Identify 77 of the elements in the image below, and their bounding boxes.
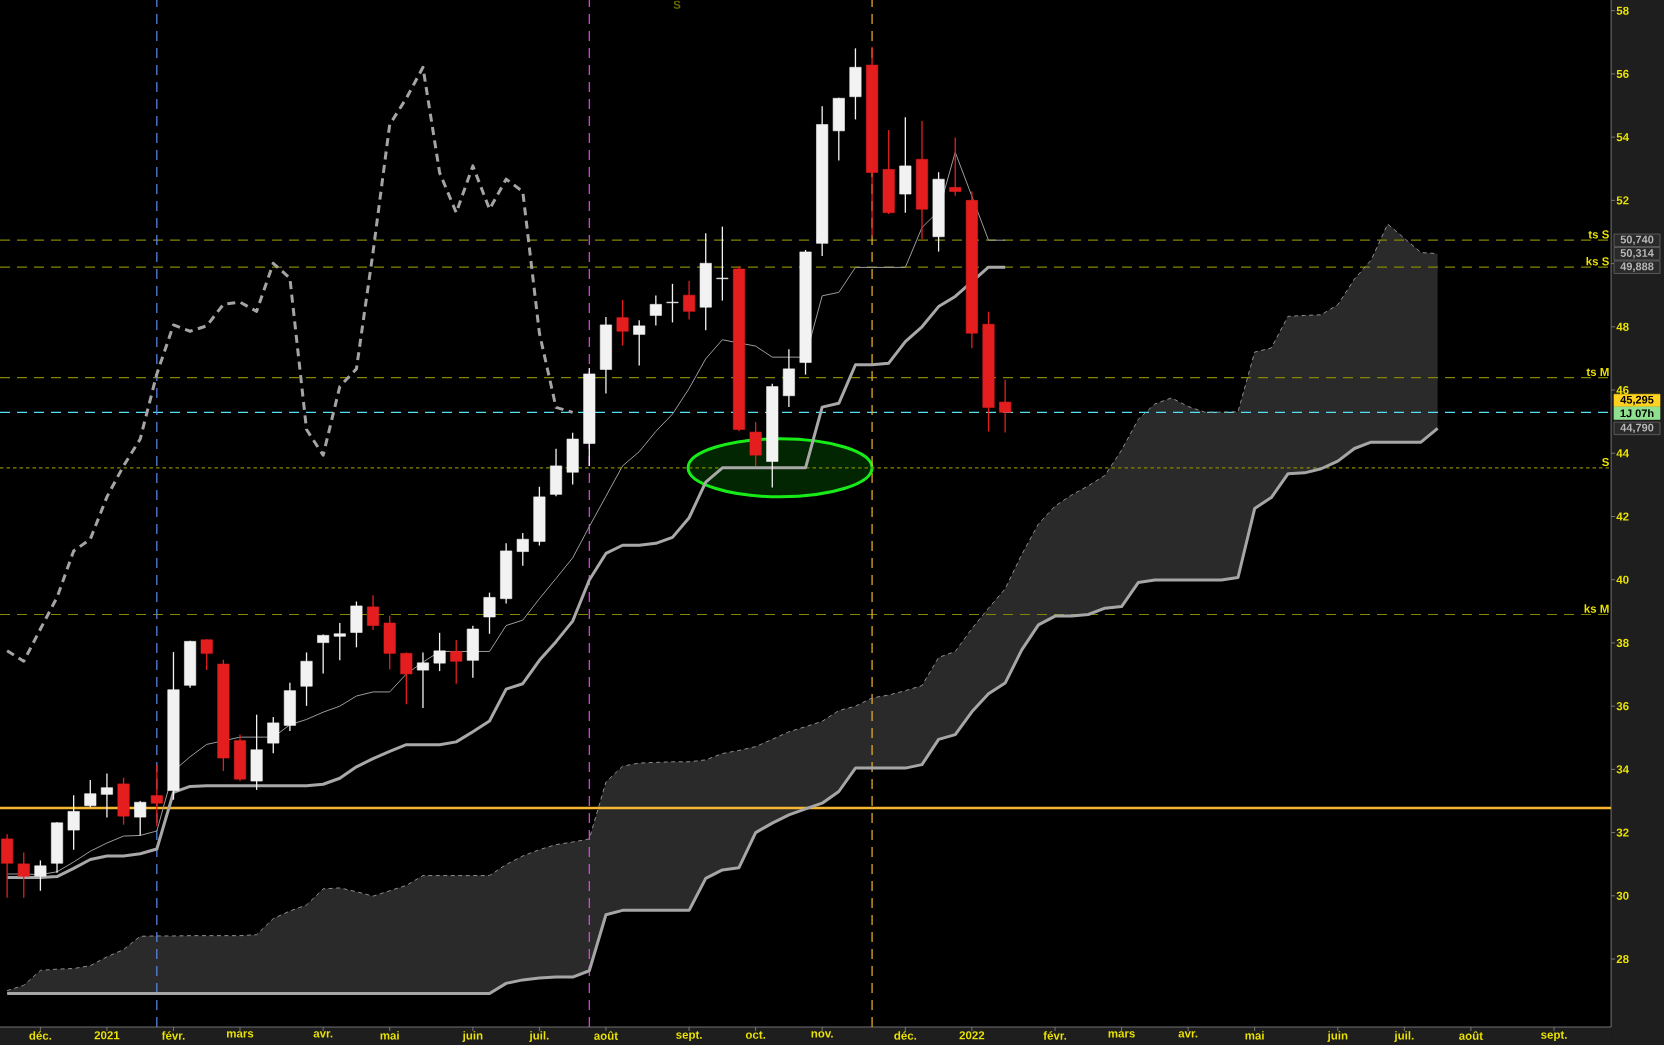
candlestick [17,851,30,899]
candlestick [616,299,629,347]
x-tick-label: déc. [894,1031,917,1040]
x-tick-label: oct. [745,1031,766,1039]
x-tick-label: févr. [1043,1031,1067,1040]
x-tick-label: juin [462,1031,483,1042]
ref-line-label: S [1602,457,1609,467]
candlestick [949,136,962,197]
y-tick-label: 34 [1616,765,1629,774]
candlestick [400,651,413,705]
x-tick-label: mai [1245,1031,1264,1040]
x-tick-label: avr. [313,1031,333,1038]
text: 50,740 [1620,235,1654,245]
ref-line-label: ks S [1586,256,1609,266]
y-tick-label: 28 [1616,954,1629,964]
x-tick-label: déc. [29,1031,52,1040]
y-tick-label: 30 [1616,891,1629,900]
y-tick-label: 38 [1616,638,1629,647]
candlestick [516,532,529,567]
ref-line-label: ts M [1586,367,1609,377]
x-tick-label: sept. [676,1031,702,1042]
candlestick [267,716,280,754]
y-tick-label: 36 [1616,702,1629,711]
y-tick-label: 58 [1616,6,1629,15]
x-tick-label: 2022 [959,1031,985,1040]
text: 50,314 [1620,249,1654,259]
candlestick [200,638,213,671]
candlestick [367,594,380,631]
x-tick-label: 2021 [94,1031,120,1040]
y-tick-label: 32 [1616,828,1629,837]
candlestick [333,622,346,661]
candlestick [633,319,646,367]
text: 49,888 [1620,262,1654,272]
x-tick-label: févr. [161,1031,185,1040]
candlestick [683,280,696,321]
y-tick-label: 52 [1616,196,1629,205]
x-tick-label: mai [380,1031,399,1040]
candlestick [34,859,47,892]
line-series [5,65,575,663]
candlestick [134,800,147,837]
chart-title: S [673,0,681,9]
x-tick-label: août [594,1031,618,1040]
x-tick-label: juil. [529,1031,549,1042]
text: 1J 07h [1620,409,1654,418]
x-tick-label: nov. [811,1031,833,1038]
x-tick-label: avr. [1178,1031,1198,1038]
candlestick [666,283,679,324]
y-tick-label: 42 [1616,512,1629,521]
x-tick-label: mars [227,1031,254,1038]
y-tick-label: 56 [1616,69,1629,78]
candlestick [67,794,80,851]
ref-line-label: ks M [1584,604,1609,613]
candlestick [749,421,762,467]
x-tick-label: juil. [1394,1031,1414,1042]
y-tick-label: 46 [1616,385,1629,395]
candlestick [433,632,446,672]
candlestick [84,779,97,808]
y-tick-label: 44 [1616,449,1629,458]
candlestick [483,592,496,635]
x-tick-label: juin [1327,1031,1348,1042]
y-tick-label: 48 [1616,322,1629,331]
y-tick-label: 54 [1616,133,1629,142]
candlestick [150,763,163,827]
candlestick [317,633,330,675]
candlestick [416,651,429,709]
x-tick-label: août [1459,1031,1483,1040]
y-tick-label: 40 [1616,575,1629,584]
candlestick [450,639,463,685]
candlestick [999,379,1012,434]
candlestick [649,294,662,327]
x-tick-label: mars [1108,1031,1135,1038]
text: 44,790 [1620,423,1654,434]
text: 45,295 [1620,395,1654,406]
candlestick [100,772,113,819]
x-tick-label: sept. [1541,1031,1567,1042]
ref-line-label: ts S [1588,230,1609,239]
candlestick [716,225,729,302]
